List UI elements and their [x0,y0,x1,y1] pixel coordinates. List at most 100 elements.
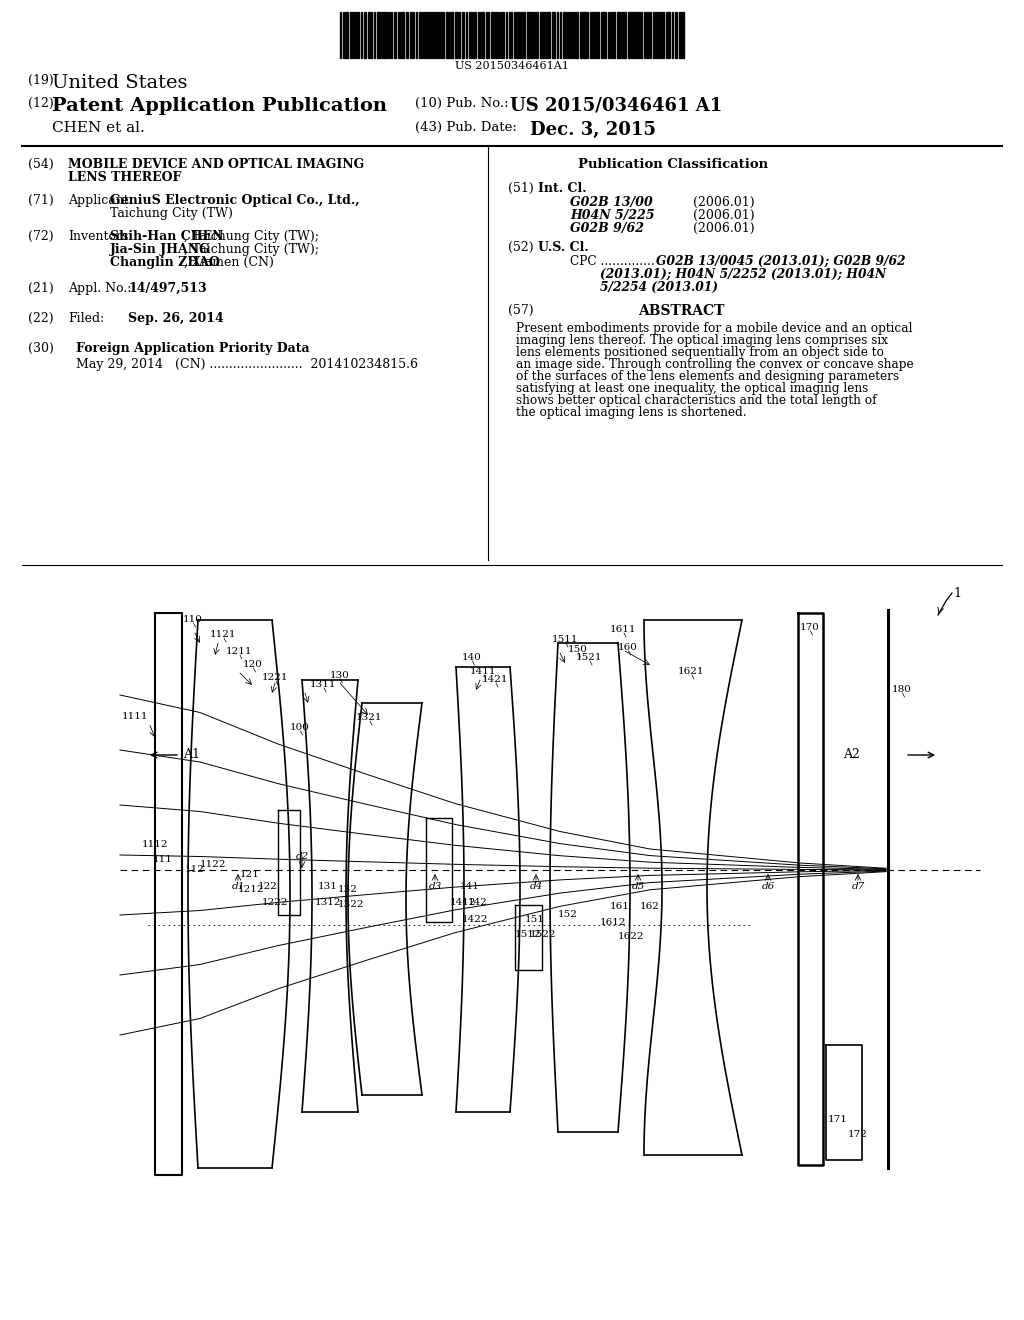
Text: 161: 161 [610,902,630,911]
Bar [633,12,636,58]
Bar [350,12,352,58]
Bar [679,12,681,58]
Text: US 20150346461A1: US 20150346461A1 [455,61,569,71]
Bar [682,12,684,58]
Bar [621,12,623,58]
Text: of the surfaces of the lens elements and designing parameters: of the surfaces of the lens elements and… [516,370,899,383]
Bar [596,12,599,58]
Text: (2006.01): (2006.01) [693,222,755,235]
Text: the optical imaging lens is shortened.: the optical imaging lens is shortened. [516,407,746,418]
Text: (22): (22) [28,312,53,325]
Text: 1611: 1611 [610,624,637,634]
Text: 1521: 1521 [575,653,602,663]
Text: 120: 120 [243,660,263,669]
Text: Dec. 3, 2015: Dec. 3, 2015 [530,121,656,139]
Bar [450,12,453,58]
Text: 150: 150 [568,645,588,653]
Bar [425,12,427,58]
Text: 1612: 1612 [600,917,627,927]
Bar [563,12,565,58]
Bar [364,12,366,58]
Text: A2: A2 [843,748,860,762]
Text: 1412: 1412 [450,898,476,907]
Text: (71): (71) [28,194,53,207]
Text: 172: 172 [848,1130,868,1139]
Text: 1211: 1211 [226,647,253,656]
Text: U.S. Cl.: U.S. Cl. [538,242,589,253]
Text: 1: 1 [953,587,961,601]
Bar [402,12,404,58]
Text: Appl. No.:: Appl. No.: [68,282,131,294]
Bar [502,12,504,58]
Bar [675,12,677,58]
Text: 152: 152 [558,909,578,919]
Text: GeniuS Electronic Optical Co., Ltd.,: GeniuS Electronic Optical Co., Ltd., [110,194,359,207]
Text: shows better optical characteristics and the total length of: shows better optical characteristics and… [516,393,877,407]
Bar [583,12,586,58]
Text: an image side. Through controlling the convex or concave shape: an image side. Through controlling the c… [516,358,913,371]
Text: Changlin ZHAO: Changlin ZHAO [110,256,220,269]
Text: CHEN et al.: CHEN et al. [52,121,144,135]
Bar [592,12,595,58]
Text: 1322: 1322 [338,900,365,909]
Text: A1: A1 [183,748,200,762]
Text: , Taichung City (TW);: , Taichung City (TW); [184,243,319,256]
Text: Inventors:: Inventors: [68,230,132,243]
Bar [660,12,662,58]
Bar [628,12,630,58]
Text: 160: 160 [618,643,638,652]
Text: (2006.01): (2006.01) [693,209,755,222]
Text: (51): (51) [508,182,534,195]
Bar [495,12,497,58]
Bar [353,12,355,58]
Bar [517,12,520,58]
Bar [601,12,604,58]
Bar [377,12,380,58]
Text: 151: 151 [525,915,545,924]
Text: (12): (12) [28,96,53,110]
Text: (54): (54) [28,158,53,172]
Bar [410,12,412,58]
Text: 14/497,513: 14/497,513 [128,282,207,294]
Text: (57): (57) [508,304,534,317]
Bar [657,12,659,58]
Text: 1122: 1122 [200,861,226,869]
Text: (52): (52) [508,242,534,253]
Text: 141: 141 [460,882,480,891]
Bar [383,12,386,58]
Text: (43) Pub. Date:: (43) Pub. Date: [415,121,517,135]
Bar [612,12,615,58]
Text: 1621: 1621 [678,667,705,676]
Text: Int. Cl.: Int. Cl. [538,182,587,195]
Text: d6: d6 [762,882,774,891]
Text: 1422: 1422 [462,915,488,924]
Text: 1111: 1111 [122,711,148,721]
Bar [455,12,458,58]
Text: d3: d3 [428,882,441,891]
Text: imaging lens thereof. The optical imaging lens comprises six: imaging lens thereof. The optical imagin… [516,334,888,347]
Bar [575,12,578,58]
Text: 110: 110 [183,615,203,624]
Text: (10) Pub. No.:: (10) Pub. No.: [415,96,509,110]
Text: lens elements positioned sequentially from an object side to: lens elements positioned sequentially fr… [516,346,884,359]
Text: Jia-Sin JHANG: Jia-Sin JHANG [110,243,211,256]
Text: 1622: 1622 [618,932,644,941]
Bar [406,12,408,58]
Text: Publication Classification: Publication Classification [578,158,768,172]
Text: Applicant:: Applicant: [68,194,133,207]
Bar [527,12,530,58]
Bar [368,12,370,58]
Text: 111: 111 [153,855,173,865]
Text: G02B 9/62: G02B 9/62 [570,222,644,235]
Text: 100: 100 [290,723,310,733]
Text: 1222: 1222 [262,898,289,907]
Text: 180: 180 [892,685,912,694]
Text: d7: d7 [851,882,864,891]
Bar [536,12,538,58]
Text: 170: 170 [800,623,820,632]
Text: Taichung City (TW): Taichung City (TW) [110,207,232,220]
Text: United States: United States [52,74,187,92]
Text: satisfying at least one inequality, the optical imaging lens: satisfying at least one inequality, the … [516,381,868,395]
Bar [547,12,550,58]
Text: 1312: 1312 [315,898,341,907]
